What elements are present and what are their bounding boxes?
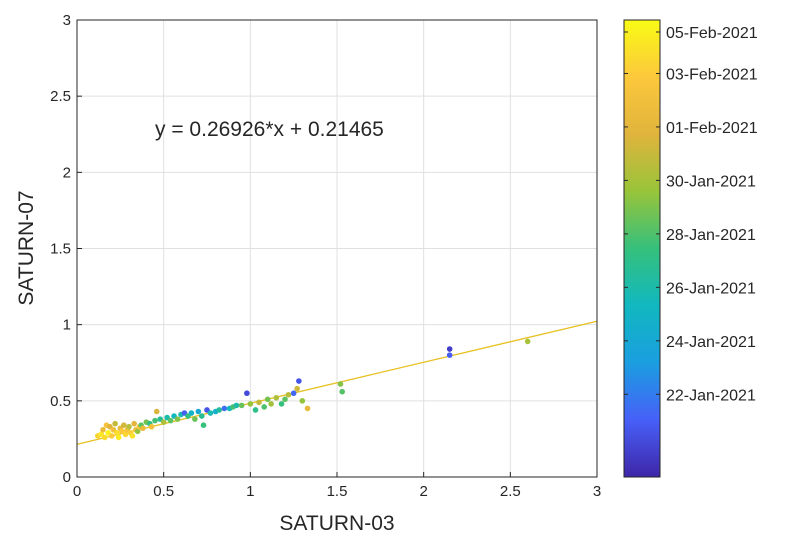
data-point bbox=[304, 405, 311, 412]
data-point bbox=[238, 402, 245, 409]
data-point bbox=[129, 433, 136, 439]
data-point bbox=[115, 434, 122, 441]
x-axis-label: SATURN-03 bbox=[279, 512, 394, 534]
y-axis-label: SATURN-07 bbox=[15, 190, 38, 305]
x-tick-label: 2 bbox=[419, 483, 427, 500]
x-tick-label: 2.5 bbox=[500, 483, 521, 500]
y-axis-ticks: 0 0.5 1 1.5 2 2.5 3 bbox=[50, 12, 82, 486]
colorbar-tick-label: 05-Feb-2021 bbox=[666, 25, 758, 42]
data-point bbox=[192, 416, 198, 422]
x-axis-ticks: 0 0.5 1 1.5 2 2.5 3 bbox=[73, 472, 601, 500]
data-point bbox=[299, 398, 306, 404]
y-tick-label: 0 bbox=[63, 469, 71, 486]
x-tick-label: 1 bbox=[246, 483, 254, 500]
data-point bbox=[339, 388, 346, 395]
data-point bbox=[160, 419, 167, 425]
data-points bbox=[95, 338, 531, 441]
data-point bbox=[207, 410, 214, 416]
data-point bbox=[524, 338, 531, 345]
data-point bbox=[221, 405, 228, 412]
data-point bbox=[131, 420, 137, 427]
data-point bbox=[268, 401, 274, 407]
data-point bbox=[446, 352, 453, 358]
x-tick-label: 3 bbox=[593, 483, 601, 500]
data-point bbox=[148, 423, 155, 430]
data-point bbox=[100, 426, 106, 433]
data-point bbox=[199, 413, 205, 419]
data-point bbox=[114, 430, 120, 436]
colorbar-tick-label: 28-Jan-2021 bbox=[666, 227, 756, 244]
colorbar-tick-label: 03-Feb-2021 bbox=[666, 66, 758, 83]
x-tick-label: 1.5 bbox=[327, 483, 348, 500]
data-point bbox=[294, 385, 300, 392]
colorbar-tick-label: 24-Jan-2021 bbox=[666, 334, 756, 351]
data-point bbox=[101, 434, 108, 441]
data-point bbox=[112, 420, 118, 427]
data-point bbox=[195, 408, 202, 415]
colorbar-ticks: 05-Feb-2021 03-Feb-2021 01-Feb-2021 30-Jan-… bbox=[624, 25, 758, 404]
data-point bbox=[247, 401, 254, 407]
data-point bbox=[264, 396, 271, 403]
y-tick-label: 3 bbox=[63, 12, 71, 29]
data-point bbox=[126, 423, 132, 430]
data-point bbox=[296, 378, 302, 384]
data-point bbox=[290, 390, 297, 397]
x-tick-label: 0 bbox=[73, 483, 81, 500]
data-point bbox=[278, 401, 285, 407]
y-tick-label: 2.5 bbox=[50, 88, 71, 105]
data-point bbox=[446, 346, 453, 352]
data-point bbox=[152, 417, 158, 424]
data-point bbox=[174, 416, 181, 422]
y-tick-label: 2 bbox=[63, 164, 71, 181]
colorbar bbox=[623, 19, 661, 478]
data-point bbox=[140, 425, 146, 432]
data-point bbox=[233, 402, 240, 409]
data-point bbox=[122, 431, 129, 438]
x-tick-label: 0.5 bbox=[153, 483, 174, 500]
data-point bbox=[337, 381, 344, 387]
data-point bbox=[244, 390, 250, 397]
data-point bbox=[252, 407, 259, 413]
data-point bbox=[216, 407, 222, 413]
colorbar-tick-label: 22-Jan-2021 bbox=[666, 387, 756, 404]
data-point bbox=[273, 394, 280, 401]
y-tick-label: 1 bbox=[63, 317, 71, 334]
data-point bbox=[261, 404, 268, 410]
data-point bbox=[285, 391, 292, 398]
fit-equation: y = 0.26926*x + 0.21465 bbox=[155, 118, 384, 141]
data-point bbox=[134, 428, 141, 435]
data-point bbox=[188, 410, 195, 416]
data-point bbox=[121, 422, 127, 429]
y-tick-label: 0.5 bbox=[50, 393, 71, 410]
data-point bbox=[153, 408, 160, 415]
colorbar-tick-label: 26-Jan-2021 bbox=[666, 280, 756, 297]
data-point bbox=[200, 422, 207, 429]
colorbar-tick-label: 01-Feb-2021 bbox=[666, 120, 758, 137]
data-point bbox=[282, 396, 288, 403]
data-point bbox=[167, 417, 174, 424]
colorbar-tick-label: 30-Jan-2021 bbox=[666, 173, 756, 190]
y-tick-label: 1.5 bbox=[50, 241, 71, 258]
data-point bbox=[256, 399, 262, 406]
data-point bbox=[108, 433, 115, 439]
